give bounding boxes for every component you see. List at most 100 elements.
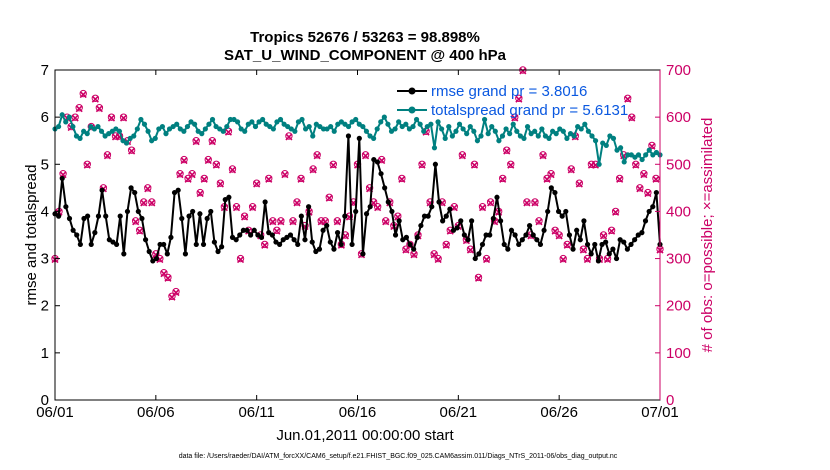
obs-possible-marker <box>95 104 104 112</box>
point-rmse <box>277 241 283 248</box>
obs-x-stroke <box>228 166 237 174</box>
obs-assimilated-marker <box>228 166 237 174</box>
obs-possible-marker <box>285 132 293 140</box>
obs-assimilated-marker <box>531 199 539 207</box>
point-rmse <box>584 241 591 248</box>
obs-assimilated-marker <box>599 232 608 240</box>
obs-assimilated-marker <box>466 246 474 254</box>
obs-assimilated-marker <box>511 114 519 122</box>
point-rmse <box>124 208 131 215</box>
obs-assimilated-marker <box>624 95 632 103</box>
point-rmse <box>353 208 359 215</box>
point-totalspread <box>227 116 234 123</box>
point-totalspread <box>63 119 69 125</box>
obs-assimilated-marker <box>261 241 269 249</box>
obs-x-stroke <box>575 180 583 188</box>
obs-assimilated-marker <box>612 208 620 216</box>
y-left-tick-label: 7 <box>41 62 49 79</box>
axes: 06/01 06/06 06/11 06/16 06/21 06/26 07/0101234… <box>36 62 691 421</box>
obs-x-stroke <box>91 95 99 103</box>
point-totalspread <box>618 145 624 151</box>
obs-assimilated-marker <box>583 255 591 264</box>
obs-x-stroke <box>103 152 111 160</box>
point-rmse <box>211 239 218 245</box>
obs-x-stroke <box>329 161 337 169</box>
obs-assimilated-marker <box>83 161 91 169</box>
obs-assimilated-marker <box>176 171 184 179</box>
obs-assimilated-marker <box>285 133 293 141</box>
obs-assimilated-marker <box>559 255 567 264</box>
point-rmse <box>302 237 308 243</box>
obs-assimilated-marker <box>204 156 212 165</box>
point-totalspread <box>589 133 595 139</box>
y-right-tick-label: 100 <box>666 345 691 362</box>
obs-possible-marker <box>373 203 382 211</box>
obs-x-stroke <box>398 175 406 183</box>
point-totalspread <box>503 126 509 132</box>
obs-x-stroke <box>632 161 640 169</box>
obs-assimilated-marker <box>148 199 156 207</box>
obs-possible-marker <box>216 179 225 187</box>
point-rmse <box>577 237 583 243</box>
point-rmse <box>389 208 395 215</box>
point-totalspread <box>571 133 577 139</box>
point-rmse <box>99 187 105 193</box>
point-rmse <box>244 227 250 233</box>
obs-possible-marker <box>535 217 543 225</box>
point-rmse <box>360 251 366 257</box>
obs-assimilated-marker <box>499 175 507 183</box>
obs-assimilated-marker <box>398 175 406 183</box>
obs-assimilated-marker <box>281 171 289 179</box>
point-rmse <box>501 241 507 248</box>
point-rmse <box>331 246 337 252</box>
obs-possible-marker <box>599 231 608 239</box>
obs-possible-marker <box>361 151 370 159</box>
point-rmse <box>465 237 471 243</box>
obs-possible-marker <box>406 240 414 249</box>
obs-possible-marker <box>131 217 140 225</box>
obs-possible-marker <box>648 141 656 150</box>
point-rmse <box>161 241 167 248</box>
obs-x-stroke <box>374 204 382 212</box>
obs-assimilated-marker <box>188 171 196 179</box>
obs-assimilated-marker <box>547 171 555 179</box>
point-totalspread <box>585 128 592 134</box>
obs-possible-marker <box>297 174 305 183</box>
point-totalspread <box>70 123 76 130</box>
point-totalspread <box>55 123 62 130</box>
point-totalspread <box>77 135 83 141</box>
point-rmse <box>204 215 210 222</box>
point-rmse <box>56 213 62 219</box>
obs-x-stroke <box>555 232 563 240</box>
obs-possible-marker <box>273 226 281 234</box>
point-rmse <box>392 232 399 238</box>
point-totalspread <box>478 133 484 139</box>
obs-possible-marker <box>458 151 467 159</box>
point-totalspread <box>428 121 434 127</box>
point-rmse <box>269 232 275 238</box>
obs-possible-marker <box>531 198 539 206</box>
obs-possible-marker <box>365 184 374 192</box>
footnote-data-file: data file: /Users/raeder/DAI/ATM_forcXX/… <box>179 453 618 460</box>
y-left-tick-label: 1 <box>41 345 49 362</box>
point-totalspread <box>492 128 498 134</box>
point-totalspread <box>174 121 180 127</box>
obs-possible-marker <box>313 151 321 159</box>
obs-possible-marker <box>547 170 555 178</box>
obs-possible-marker <box>559 254 567 263</box>
obs-possible-marker <box>652 174 660 183</box>
obs-x-stroke <box>583 255 591 264</box>
point-rmse <box>146 248 152 255</box>
point-totalspread <box>496 138 502 144</box>
obs-possible-marker <box>382 217 390 225</box>
point-totalspread <box>234 119 241 125</box>
obs-assimilated-marker <box>297 175 305 183</box>
point-totalspread <box>98 128 105 134</box>
point-totalspread <box>403 121 409 127</box>
obs-assimilated-marker <box>632 161 640 169</box>
obs-assimilated-marker <box>309 166 317 174</box>
point-rmse <box>440 218 446 224</box>
obs-assimilated-marker <box>503 147 511 155</box>
obs-assimilated-marker <box>628 114 636 122</box>
point-rmse <box>251 227 257 233</box>
